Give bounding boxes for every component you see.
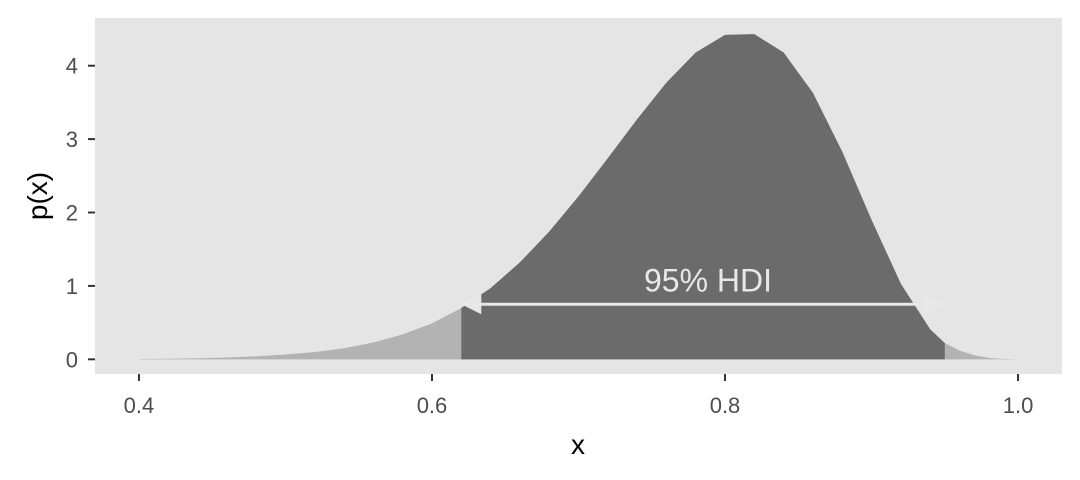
x-tick-label: 0.6 (417, 393, 448, 418)
y-tick-label: 4 (66, 54, 78, 79)
x-axis: 0.4 0.6 0.8 1.0 (124, 374, 1034, 418)
hdi-area (461, 34, 945, 360)
hdi-arrow-right-head (924, 294, 945, 315)
x-tick-label: 1.0 (1003, 393, 1034, 418)
y-tick-label: 3 (66, 127, 78, 152)
y-tick-label: 0 (66, 347, 78, 372)
x-tick-label: 0.4 (124, 393, 155, 418)
y-axis: 0 1 2 3 4 (66, 54, 95, 372)
x-tick-label: 0.8 (710, 393, 741, 418)
hdi-label: 95% HDI (644, 262, 772, 298)
hdi-arrow (461, 294, 945, 315)
y-tick-label: 2 (66, 201, 78, 226)
hdi-region (461, 34, 945, 360)
y-tick-label: 1 (66, 274, 78, 299)
hdi-arrow-left-head (461, 294, 482, 315)
x-axis-title: x (571, 429, 585, 460)
y-axis-title: p(x) (22, 172, 53, 220)
